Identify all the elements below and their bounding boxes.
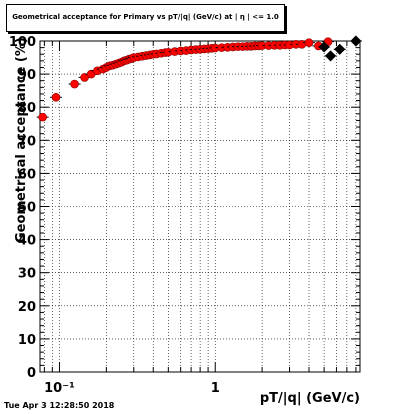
y-tick-label: 60 <box>18 167 36 182</box>
data-point-diamond <box>350 35 362 47</box>
data-point-diamond <box>324 50 337 62</box>
y-tick-label: 40 <box>18 234 36 249</box>
data-point-circle <box>304 38 314 47</box>
y-tick-label: 10 <box>18 333 36 348</box>
y-axis-label: Geometrical acceptance (%) <box>14 37 29 243</box>
timestamp: Tue Apr 3 12:28:50 2018 <box>4 401 115 410</box>
x-axis-label: pT/|q| (GeV/c) <box>259 391 360 406</box>
y-tick-label: 20 <box>18 300 36 315</box>
x-tick-label: 1 <box>211 381 220 396</box>
y-tick-label: 70 <box>18 134 36 149</box>
data-point-circle <box>70 79 79 89</box>
y-tick-label: 100 <box>9 35 36 50</box>
data-marks <box>36 35 362 122</box>
y-tick-label: 30 <box>18 267 36 282</box>
data-point-circle <box>51 92 61 102</box>
data-point-diamond <box>318 41 330 53</box>
data-point-diamond <box>334 43 346 55</box>
y-tick-label: 50 <box>18 201 36 216</box>
tick-labels: 0 10 20 30 40 50 60 70 80 90 100 10⁻¹ 1 <box>9 35 220 396</box>
y-tick-label: 0 <box>27 366 36 381</box>
grid-lines <box>40 41 360 372</box>
chart-title: Geometrical acceptance for Primary vs pT… <box>12 13 279 21</box>
title-box: Geometrical acceptance for Primary vs pT… <box>6 4 285 32</box>
y-tick-label: 90 <box>18 68 36 83</box>
data-point-circle <box>297 40 307 49</box>
y-tick-label: 80 <box>18 101 36 116</box>
data-point-circle <box>38 112 47 122</box>
x-tick-label: 10⁻¹ <box>44 381 75 396</box>
